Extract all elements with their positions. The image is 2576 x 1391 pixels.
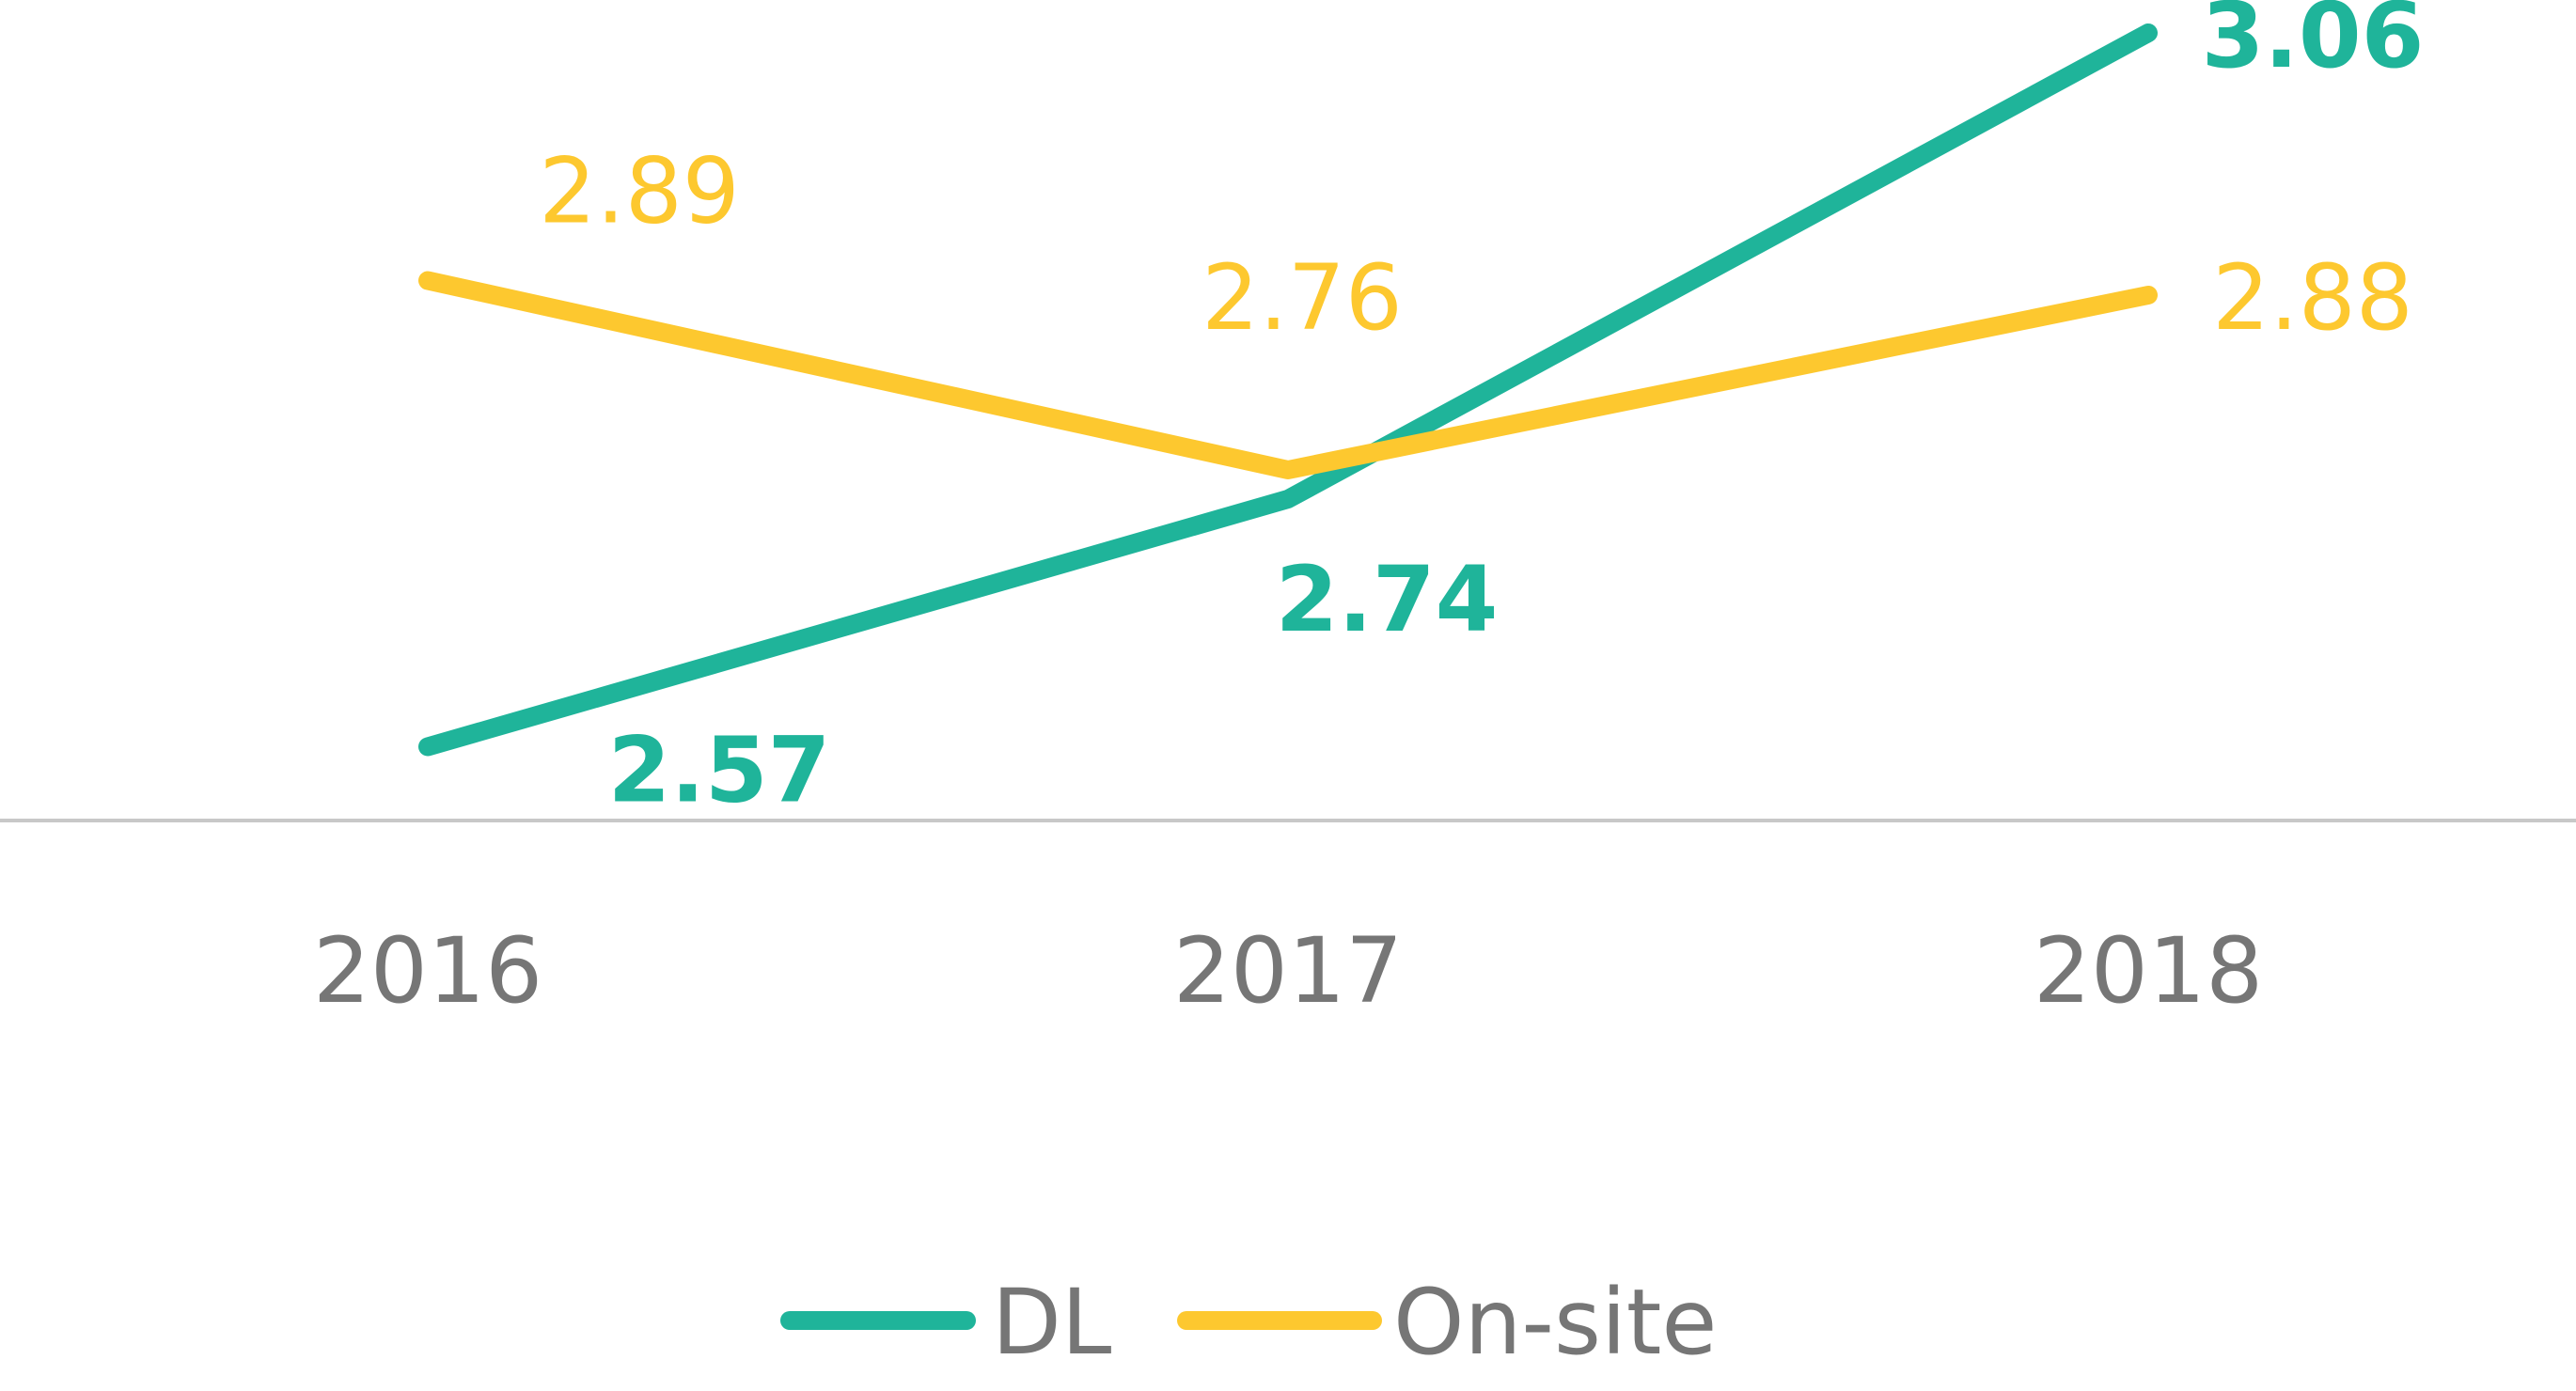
x-tick-label-2018: 2018 (2034, 918, 2263, 1024)
x-tick-labels: 2016 2017 2018 (313, 918, 2263, 1024)
series-layer: 2.57 2.74 3.06 2.89 2.76 2.88 (418, 0, 2425, 823)
data-label-dl-2016: 2.57 (608, 718, 831, 823)
x-tick-label-2016: 2016 (313, 918, 542, 1024)
legend-label-on-site: On-site (1393, 1270, 1717, 1375)
data-label-on-site-2017: 2.76 (1202, 245, 1403, 351)
data-label-dl-2018: 3.06 (2202, 0, 2425, 88)
data-label-dl-2017: 2.74 (1276, 547, 1499, 652)
data-label-on-site-2018: 2.88 (2212, 245, 2413, 351)
series-line-on-site (418, 271, 2158, 479)
data-label-on-site-2016: 2.89 (539, 139, 740, 244)
legend-item-on-site: On-site (1177, 1270, 1717, 1375)
legend: DL On-site (780, 1270, 1717, 1375)
legend-label-dl: DL (992, 1270, 1111, 1375)
x-tick-label-2017: 2017 (1173, 918, 1403, 1024)
legend-item-dl: DL (780, 1270, 1111, 1375)
series-line-dl (418, 23, 2158, 757)
